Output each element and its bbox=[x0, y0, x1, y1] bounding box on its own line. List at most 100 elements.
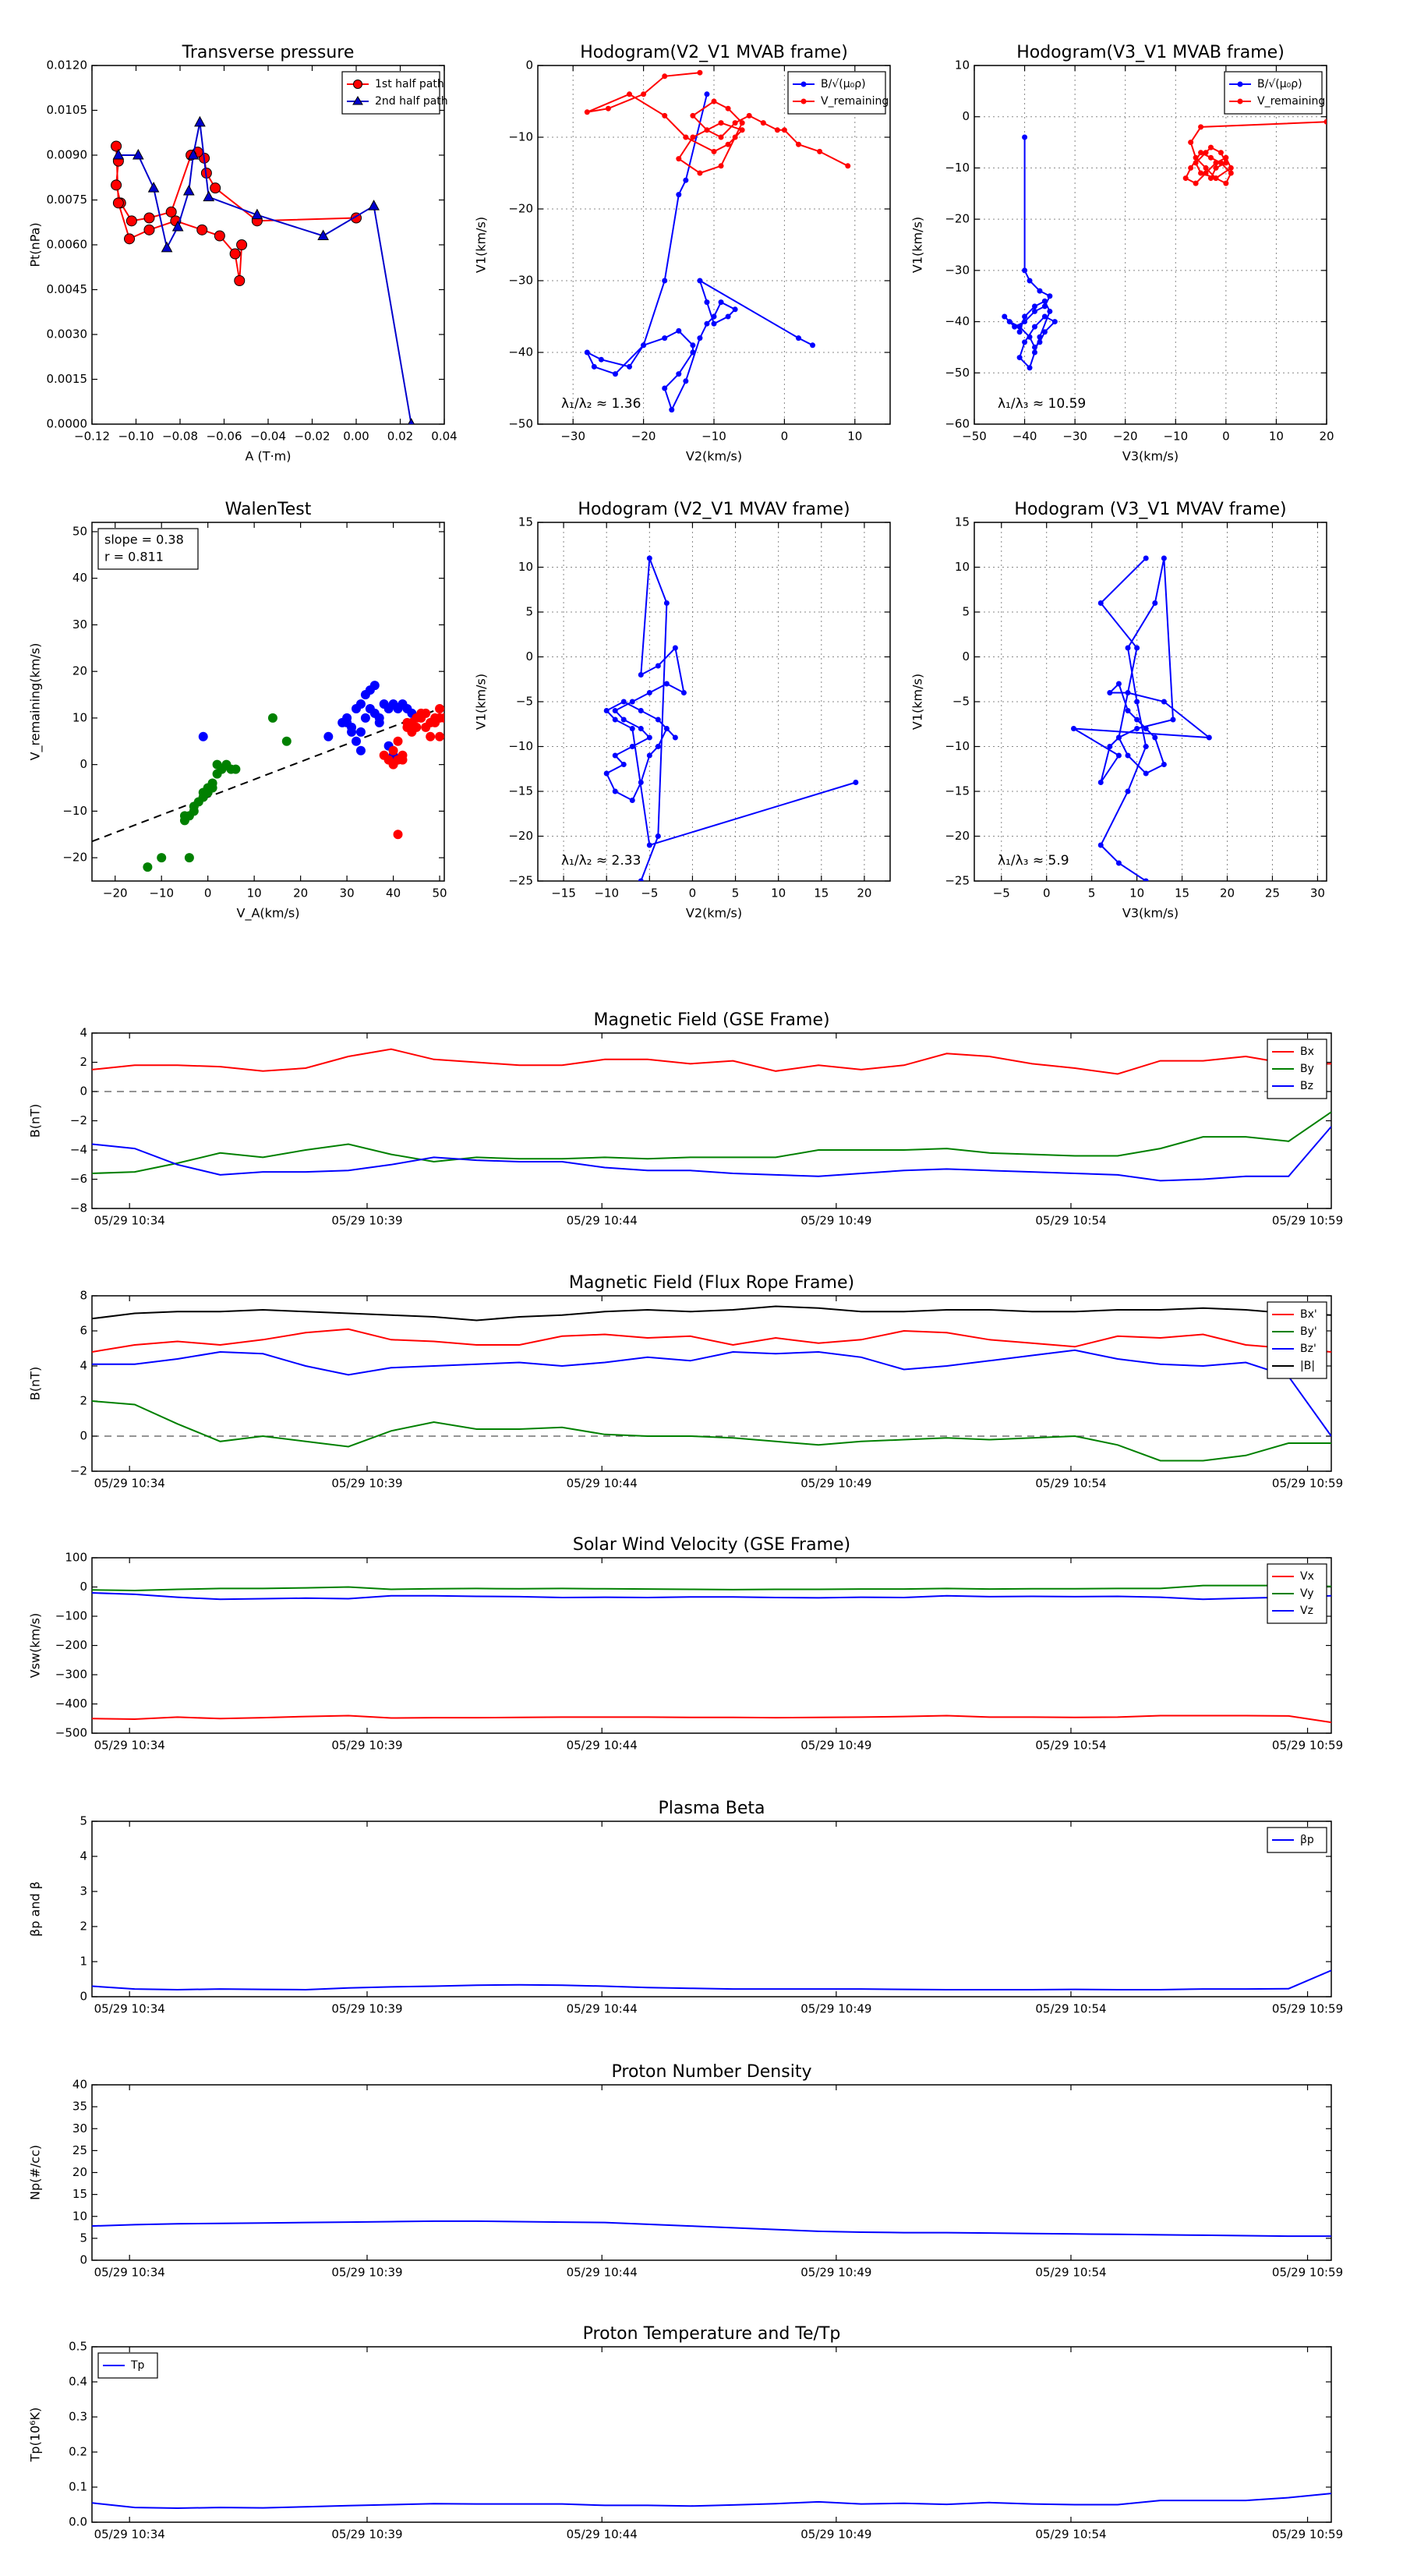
data-point bbox=[1022, 339, 1028, 345]
data-point bbox=[229, 248, 241, 260]
x-tick-label: −30 bbox=[560, 430, 585, 444]
plot-area bbox=[92, 1305, 1331, 1462]
legend: Vx Vy Vz bbox=[1267, 1563, 1327, 1624]
y-axis-label: Tp(10⁶K) bbox=[28, 2408, 43, 2463]
data-point bbox=[407, 722, 417, 732]
data-point bbox=[236, 239, 248, 250]
y-tick-label: −20 bbox=[508, 829, 533, 843]
x-tick-label: 05/29 10:54 bbox=[1035, 2266, 1106, 2280]
y-tick-label: 20 bbox=[72, 664, 87, 678]
data-point bbox=[1182, 175, 1189, 182]
data-point bbox=[360, 713, 370, 723]
y-tick-label: −400 bbox=[55, 1697, 87, 1711]
y-tick-label: 0 bbox=[525, 649, 533, 663]
y-tick-label: 15 bbox=[955, 515, 970, 529]
legend: 1st half path 2nd half path bbox=[341, 71, 448, 115]
annotation-text: λ₁/λ₂ ≈ 2.33 bbox=[561, 853, 641, 869]
chart-title: Hodogram (V3_V1 MVAV frame) bbox=[1014, 500, 1286, 519]
data-point bbox=[612, 717, 618, 723]
x-axis-label: V_A(km/s) bbox=[237, 906, 300, 922]
data-point bbox=[646, 842, 652, 848]
data-point bbox=[662, 112, 668, 119]
data-point bbox=[1037, 334, 1043, 340]
data-point bbox=[1115, 752, 1122, 759]
data-point bbox=[697, 278, 703, 284]
data-point bbox=[1143, 726, 1149, 731]
x-tick-label: 05/29 10:49 bbox=[800, 2002, 871, 2016]
data-point bbox=[1193, 160, 1199, 166]
y-tick-label: 50 bbox=[72, 524, 87, 538]
plot-area bbox=[111, 115, 415, 424]
series-line-B bbox=[585, 94, 814, 412]
data-point bbox=[584, 109, 590, 115]
data-point bbox=[125, 215, 137, 227]
data-point bbox=[1223, 180, 1229, 186]
data-point bbox=[281, 736, 292, 746]
data-point bbox=[662, 385, 668, 391]
data-point bbox=[1193, 180, 1199, 186]
y-tick-label: 0 bbox=[80, 2253, 87, 2267]
data-point bbox=[1016, 329, 1023, 335]
data-point bbox=[732, 306, 738, 313]
y-tick-label: 5 bbox=[962, 605, 970, 619]
chart-title: WalenTest bbox=[225, 500, 312, 519]
y-tick-label: 0 bbox=[80, 1085, 87, 1099]
data-point bbox=[1161, 762, 1167, 767]
y-tick-label: 25 bbox=[72, 2143, 87, 2157]
x-tick-label: −30 bbox=[1062, 430, 1087, 444]
series-line-By bbox=[92, 1111, 1331, 1174]
data-point bbox=[672, 734, 678, 741]
data-point bbox=[638, 708, 644, 713]
data-point bbox=[663, 681, 670, 687]
legend-label: Bz bbox=[1300, 1080, 1313, 1092]
data-point bbox=[646, 555, 652, 561]
x-axis-label: V3(km/s) bbox=[1122, 906, 1179, 921]
y-tick-label: 2 bbox=[80, 1920, 87, 1934]
y-tick-label: −4 bbox=[70, 1143, 87, 1157]
y-tick-label: 2 bbox=[80, 1394, 87, 1408]
data-point bbox=[234, 275, 246, 286]
data-point bbox=[1031, 344, 1037, 350]
y-tick-label: −30 bbox=[508, 274, 533, 288]
chart-t6: Proton Temperature and Te/Tp 0.0 0.1 0.2 0.3… bbox=[28, 2324, 1344, 2542]
x-tick-label: 20 bbox=[857, 886, 871, 901]
legend-marker bbox=[1237, 81, 1243, 87]
x-tick-label: 05/29 10:49 bbox=[800, 2528, 871, 2542]
x-tick-label: −0.10 bbox=[118, 430, 154, 444]
x-tick-label: 05/29 10:59 bbox=[1272, 1477, 1343, 1491]
annotation-text: slope = 0.38 bbox=[104, 533, 184, 547]
data-point bbox=[112, 197, 124, 209]
y-tick-label: −15 bbox=[508, 784, 533, 798]
data-point bbox=[194, 115, 206, 127]
data-point bbox=[317, 229, 329, 240]
x-tick-label: −20 bbox=[1113, 430, 1138, 444]
legend-label: Vx bbox=[1300, 1570, 1314, 1583]
y-tick-label: −40 bbox=[508, 345, 533, 359]
data-point bbox=[1323, 119, 1327, 125]
data-point bbox=[111, 179, 122, 191]
axes-frame bbox=[974, 65, 1327, 425]
chart-title: Proton Temperature and Te/Tp bbox=[583, 2324, 841, 2344]
data-point bbox=[676, 156, 682, 162]
data-point bbox=[629, 726, 635, 731]
data-point bbox=[711, 148, 717, 154]
annotation-text: r = 0.811 bbox=[104, 550, 164, 564]
data-point bbox=[1051, 319, 1058, 325]
x-tick-label: 05/29 10:44 bbox=[567, 2002, 638, 2016]
y-tick-label: 0.0075 bbox=[47, 193, 88, 207]
chart-t5: Proton Number Density 0 5 10 15 20 25 30 35 40 05/… bbox=[28, 2062, 1344, 2280]
x-tick-label: 25 bbox=[1265, 886, 1280, 901]
data-point bbox=[627, 91, 633, 97]
x-tick-label: 05/29 10:34 bbox=[94, 2266, 165, 2280]
data-point bbox=[408, 417, 415, 424]
data-point bbox=[629, 798, 635, 803]
data-point bbox=[683, 177, 689, 183]
x-tick-label: 05/29 10:34 bbox=[94, 2528, 165, 2542]
data-point bbox=[1002, 313, 1008, 320]
chart-t2: Magnetic Field (Flux Rope Frame) −2 0 2 4 6 8 0… bbox=[28, 1273, 1344, 1491]
data-point bbox=[165, 206, 177, 218]
data-point bbox=[1125, 788, 1131, 794]
series-line-Bx bbox=[92, 1328, 1331, 1353]
data-point bbox=[426, 731, 436, 741]
